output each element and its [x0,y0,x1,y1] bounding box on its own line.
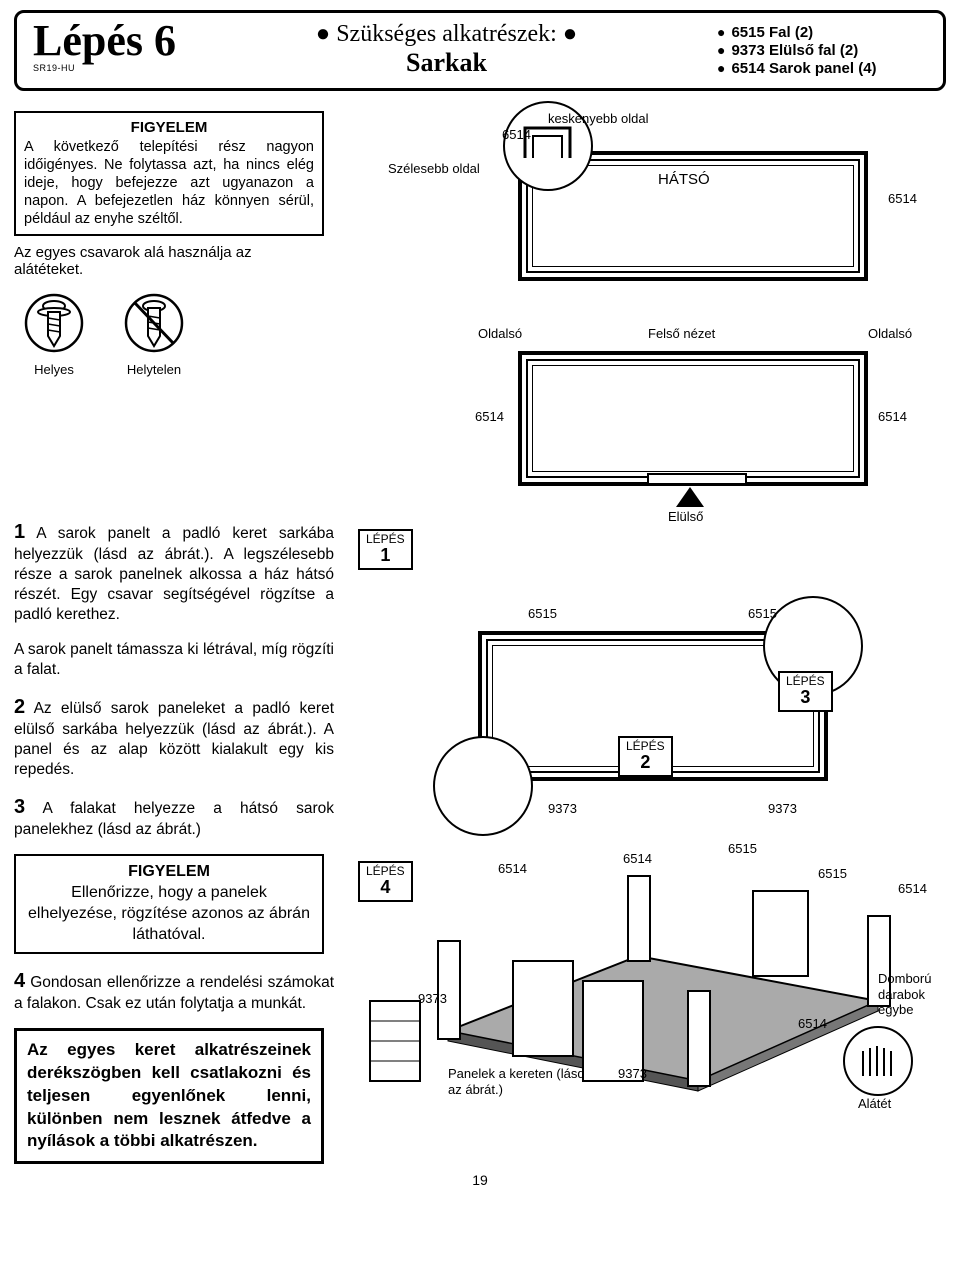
lbl-6514-d: 6514 [798,1016,827,1031]
header-line1: ● Szükséges alkatrészek: ● [196,21,697,48]
label-6514-tr: 6514 [888,191,917,206]
header-box: Lépés 6 SR19-HU ● Szükséges alkatrészek:… [14,10,946,91]
label-6515-r: 6515 [748,606,777,621]
lbl-6514-c: 6514 [898,881,927,896]
support-text: A sarok panelt támassza ki létrával, míg… [14,640,334,680]
diagram-right-column: LÉPÉS 1 6515 6515 9373 9373 LÉPÉS 2 LÉPÉ… [348,511,946,1164]
label-top-view: Felső nézet [648,326,715,341]
washer-note: Az egyes csavarok alá használja az aláté… [14,244,324,278]
step-badge-2: LÉPÉS 2 [618,736,673,777]
arrow-up-icon [676,487,704,507]
label-side-left: Oldalsó [478,326,522,341]
header-center: ● Szükséges alkatrészek: ● Sarkak [196,21,697,78]
lbl-6515-a: 6515 [728,841,757,856]
warning2-body: Ellenőrizze, hogy a panelek elhelyezése,… [28,884,310,943]
step-title-block: Lépés 6 SR19-HU [33,19,176,73]
part-item: 9373 Elülső fal (2) [717,42,927,59]
label-side-right: Oldalsó [868,326,912,341]
warning-box-1: FIGYELEM A következő telepítési rész nag… [14,111,324,236]
step3-text: A falakat helyezze a hátsó sarok panelek… [14,800,334,838]
frame-mid [518,351,868,486]
required-parts-label: Szükséges alkatrészek: [336,21,557,47]
detail-circle-bl [433,736,533,836]
lbl-6514-a: 6514 [498,861,527,876]
parts-list: 6515 Fal (2) 9373 Elülső fal (2) 6514 Sa… [717,23,927,78]
part-item: 6515 Fal (2) [717,24,927,41]
screw-correct-label: Helyes [24,362,84,377]
lbl-6514-b: 6514 [623,851,652,866]
step1-text: A sarok panelt a padló keret sarkába hel… [14,525,334,623]
label-9373-r: 9373 [768,801,797,816]
step-badge-label: LÉPÉS [786,674,825,688]
warning-box-2: FIGYELEM Ellenőrizze, hogy a panelek elh… [14,854,324,953]
step-badge-num: 2 [626,753,665,773]
step4-text: Gondosan ellenőrizze a rendelési számoka… [14,974,334,1012]
step-badge-label: LÉPÉS [366,532,405,546]
step-badge-label: LÉPÉS [626,739,665,753]
label-wider-side: Szélesebb oldal [388,161,480,176]
warning-box-3: Az egyes keret alkatrészeinek derékszögb… [14,1028,324,1165]
step-badge-num: 3 [786,688,825,708]
label-narrower-side: keskenyebb oldal [548,111,648,126]
label-back: HÁTSÓ [658,171,710,188]
warning1-body: A következő telepítési rész nagyon időig… [24,139,314,228]
screw-correct-icon [24,290,84,360]
label-6515-l: 6515 [528,606,557,621]
part-item: 6514 Sarok panel (4) [717,60,927,77]
step-badge-1: LÉPÉS 1 [358,529,413,570]
screw-wrong-label: Helytelen [124,362,184,377]
steps-text-column: 1 A sarok panelt a padló keret sarkába h… [14,511,334,1164]
step-title: Lépés 6 [33,19,176,63]
washer-label: Alátét [858,1096,891,1111]
warning2-title: FIGYELEM [26,862,312,883]
screw-wrong-icon [124,290,184,360]
label-6514-tl: 6514 [502,127,531,142]
panels-note: Panelek a kereten (lásd az ábrát.) [448,1066,598,1097]
step-badge-num: 1 [366,546,405,566]
screw-icons: Helyes Helytelen [24,290,334,377]
lbl-9373-a: 9373 [418,991,447,1006]
dombor-note: Domború darabok egybe [878,971,948,1018]
page-number: 19 [14,1172,946,1188]
step2-text: Az elülső sarok paneleket a padló keret … [14,700,334,778]
diagram-top-area: Szélesebb oldal keskenyebb oldal 6514 65… [348,111,946,511]
label-6514-mr: 6514 [878,409,907,424]
label-9373-l: 9373 [548,801,577,816]
step-badge-3: LÉPÉS 3 [778,671,833,712]
isometric-diagram [358,851,938,1111]
lbl-6515-b: 6515 [818,866,847,881]
label-6514-ml: 6514 [475,409,504,424]
header-line2: Sarkak [196,48,697,78]
warning1-title: FIGYELEM [24,119,314,138]
lbl-9373-b: 9373 [618,1066,647,1081]
